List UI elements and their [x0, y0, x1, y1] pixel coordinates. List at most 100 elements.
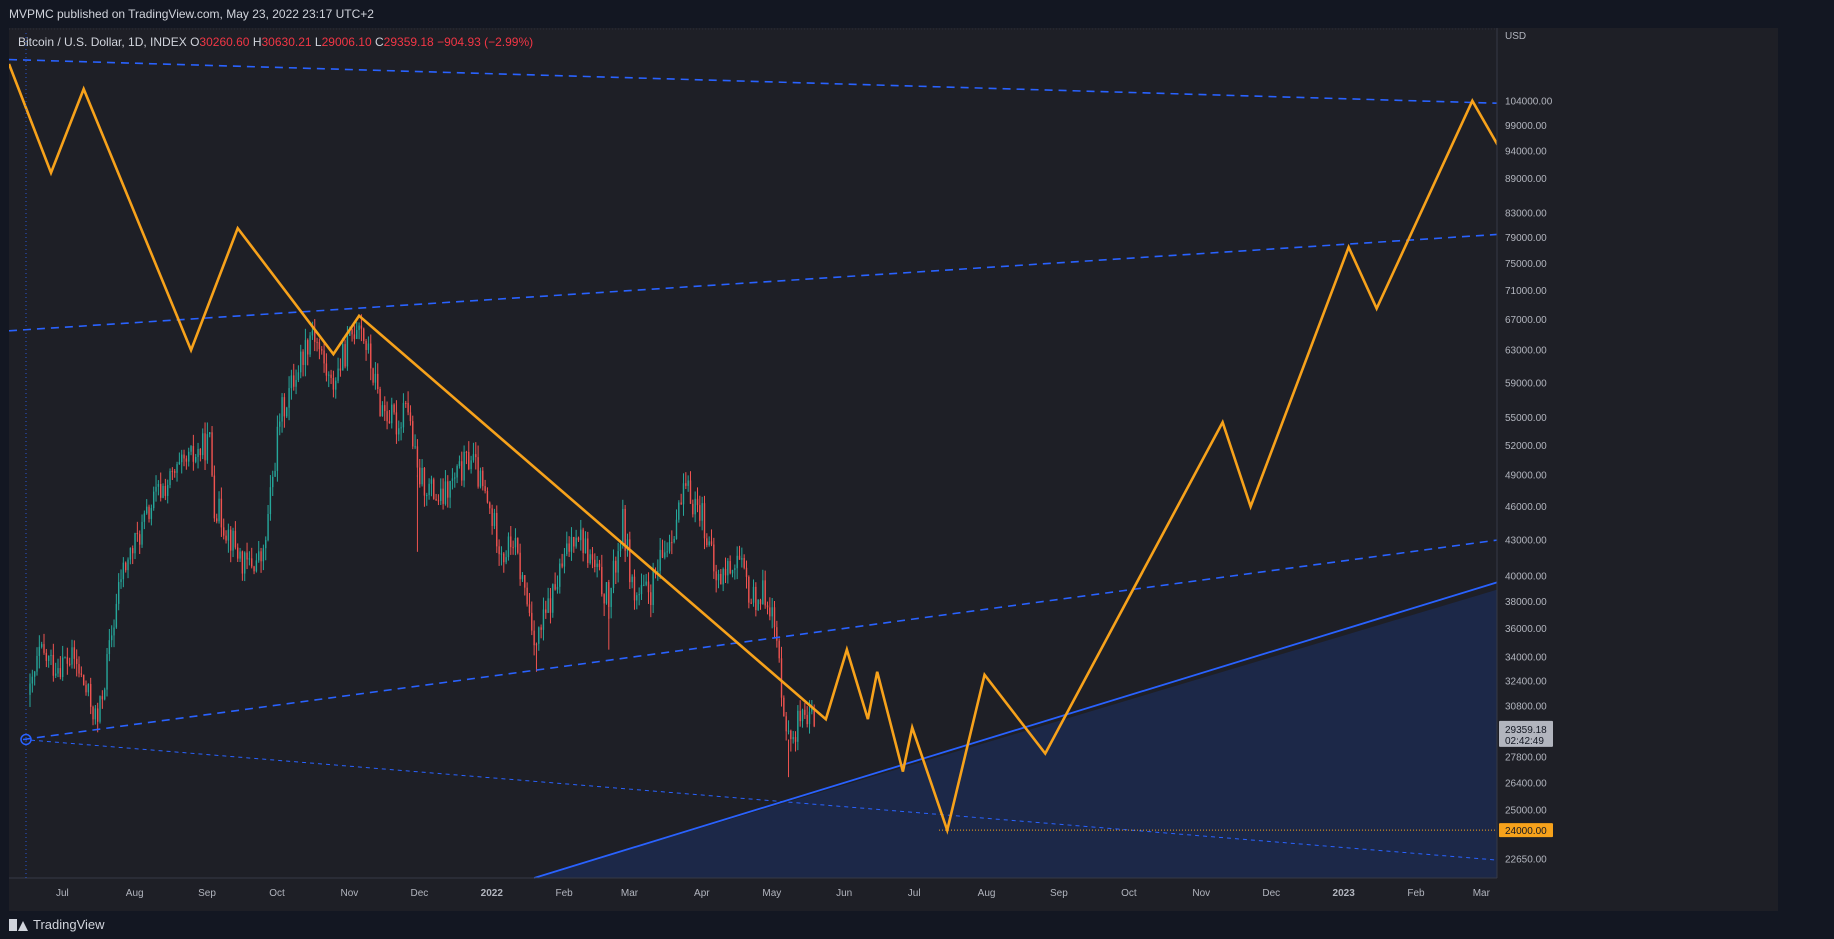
candle-body [206, 434, 209, 461]
candle-body [103, 689, 106, 700]
candle-body [43, 644, 45, 653]
candle-body [351, 329, 353, 335]
trendline-4 [533, 581, 1498, 879]
candle-body [449, 480, 451, 498]
candle-body [188, 451, 190, 462]
candle-body [500, 553, 503, 555]
candle-body [661, 549, 664, 558]
candle-body [192, 446, 195, 462]
candle-body [762, 580, 764, 605]
candle-body [412, 421, 414, 447]
candle-body [87, 683, 90, 693]
candle-body [755, 586, 757, 611]
candle-body [29, 683, 31, 695]
candle-body [589, 554, 591, 563]
candle-body [587, 538, 589, 563]
footer: TradingView [0, 911, 1834, 939]
x-tick-label: Nov [1192, 888, 1210, 899]
candle-body [395, 412, 398, 435]
candle-body [617, 551, 619, 573]
candle-body [304, 340, 307, 365]
candle-body [314, 330, 316, 342]
candle-body [421, 467, 423, 485]
currency-label: USD [1505, 31, 1526, 42]
candle-body [603, 594, 605, 604]
candle-body [272, 476, 274, 488]
candle-body [160, 483, 162, 498]
candle-body [629, 539, 631, 583]
x-tick-label: Feb [1407, 888, 1425, 899]
candle-body [167, 485, 169, 496]
candle-body [573, 536, 575, 547]
price-chart[interactable]: USD 104000.00 99000.00 94000.00 89000.00 8300… [9, 28, 1778, 911]
candle-body [722, 569, 724, 585]
candle-body [232, 530, 234, 551]
candle-body [468, 452, 470, 470]
candle-body [400, 427, 402, 429]
ohlc-legend: Bitcoin / U.S. Dollar, 1D, INDEX O30260.… [18, 35, 533, 49]
candle-body [528, 604, 531, 613]
candle-body [108, 640, 111, 655]
y-tick-label: 104000.00 [1505, 96, 1553, 107]
y-tick-label: 89000.00 [1505, 174, 1547, 185]
candle-body [454, 477, 456, 479]
candle-body [521, 575, 524, 580]
candle-body [80, 673, 83, 675]
x-tick-label: Aug [126, 888, 144, 899]
candle-body [664, 552, 666, 558]
candle-body [680, 502, 682, 505]
y-tick-label: 26400.00 [1505, 778, 1547, 789]
y-tick-label: 79000.00 [1505, 233, 1547, 244]
candle-body [276, 426, 279, 471]
candle-body [402, 403, 405, 428]
candle-body [78, 664, 80, 674]
candle-body [64, 657, 66, 659]
high-value: 30630.21 [261, 35, 312, 49]
candle-body [491, 508, 493, 526]
candle-body [612, 560, 615, 588]
y-tick-label: 67000.00 [1505, 315, 1547, 326]
x-tick-label: Jul [908, 888, 921, 899]
candle-body [265, 540, 267, 549]
candle-body [549, 598, 552, 613]
y-tick-label: 94000.00 [1505, 147, 1547, 158]
y-tick-label: 25000.00 [1505, 805, 1547, 816]
candle-body [631, 576, 633, 583]
candle-body [300, 351, 302, 373]
candle-body [342, 344, 344, 371]
x-tick-label: Jun [836, 888, 852, 899]
candle-body [486, 491, 489, 503]
candle-body [610, 587, 612, 607]
candle-body [328, 374, 330, 376]
candle-body [470, 460, 472, 470]
candle-body [101, 696, 104, 700]
candle-body [225, 535, 227, 541]
candle-body [255, 560, 258, 572]
candle-body [650, 592, 652, 605]
close-value: 29359.18 [383, 35, 434, 49]
trendlines [9, 58, 1498, 879]
candle-body [713, 544, 715, 572]
candle-body [601, 566, 603, 595]
candle-body [330, 374, 332, 378]
x-tick-label: Dec [1262, 888, 1280, 899]
candle-body [281, 397, 283, 422]
candle-body [145, 506, 148, 514]
candle-body [227, 529, 230, 541]
candle-body [38, 646, 41, 656]
candle-body [365, 340, 367, 351]
y-tick-label: 83000.00 [1505, 209, 1547, 220]
candle-body [811, 708, 813, 712]
candle-body [542, 609, 545, 630]
candle-body [643, 584, 645, 586]
candle-body [124, 562, 127, 571]
candle-body [54, 673, 57, 676]
high-label: H [252, 35, 262, 49]
tradingview-brand[interactable]: TradingView [9, 917, 105, 932]
candle-body [428, 483, 430, 496]
candle-body [237, 547, 239, 559]
candle-body [155, 486, 157, 492]
candle-body [286, 407, 288, 417]
chart-area[interactable]: USD 104000.00 99000.00 94000.00 89000.00 8300… [9, 28, 1778, 911]
candle-body [234, 530, 237, 548]
